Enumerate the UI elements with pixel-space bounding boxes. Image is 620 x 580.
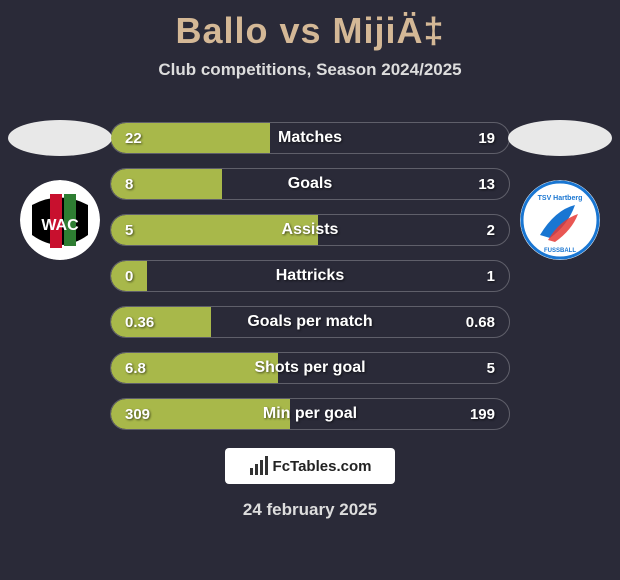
stat-value-left: 309 [125,399,150,429]
stat-row: 0.360.68Goals per match [110,306,510,338]
stat-value-left: 8 [125,169,133,199]
footer-date: 24 february 2025 [0,500,620,520]
page-title: Ballo vs MijiÄ‡ [0,0,620,52]
club-right-text-top: TSV Hartberg [538,195,583,202]
player-photo-left [8,120,112,156]
footer-brand-text: FcTables.com [273,458,372,475]
stat-value-right: 13 [478,169,495,199]
stat-value-right: 1 [487,261,495,291]
player-photo-right [508,120,612,156]
footer-brand: FcTables.com [225,448,395,484]
stat-value-right: 199 [470,399,495,429]
stat-bar [111,215,318,245]
stat-value-right: 19 [478,123,495,153]
subtitle: Club competitions, Season 2024/2025 [0,60,620,80]
club-logo-left: WAC [20,180,100,260]
club-right-text-bottom: FUSSBALL [544,248,576,254]
stat-row: 813Goals [110,168,510,200]
stat-value-right: 5 [487,353,495,383]
stat-row: 0 1Hattricks [110,260,510,292]
stat-value-left: 0 [125,261,133,291]
stat-row: 309199Min per goal [110,398,510,430]
stat-value-right: 0.68 [466,307,495,337]
club-logo-right: TSV Hartberg FUSSBALL [520,180,600,260]
stats-container: 2219Matches813Goals52Assists01Hattricks0… [110,122,510,444]
stat-value-left: 5 [125,215,133,245]
club-left-text: WAC [41,217,79,234]
chart-icon [249,456,269,476]
stat-label: Hattricks [111,261,509,291]
stat-row: 2219Matches [110,122,510,154]
stat-value-left: 22 [125,123,142,153]
stat-row: 52Assists [110,214,510,246]
stat-value-right: 2 [487,215,495,245]
stat-value-left: 0.36 [125,307,154,337]
stat-row: 6.85Shots per goal [110,352,510,384]
stat-value-left: 6.8 [125,353,146,383]
